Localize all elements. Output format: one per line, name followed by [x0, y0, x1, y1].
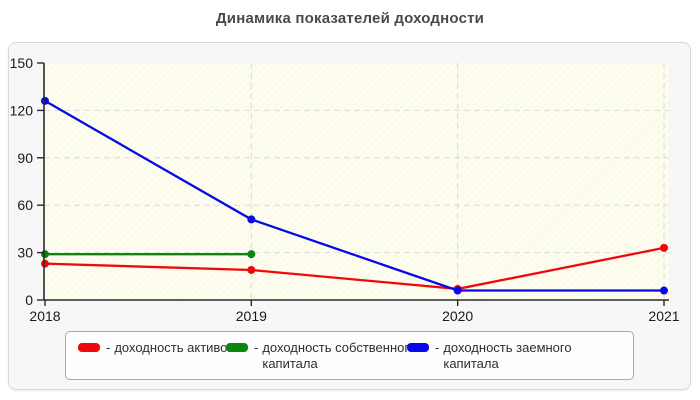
legend-label: доходность заемного капитала: [443, 340, 572, 372]
legend-separator: -: [106, 340, 111, 355]
legend-item-debt: - доходность заемного капитала: [407, 340, 593, 373]
svg-text:2018: 2018: [29, 308, 60, 324]
green-series-swatch-icon: [226, 343, 248, 352]
legend-item-assets: - доходность активов: [78, 340, 234, 356]
red-series-swatch-icon: [78, 343, 100, 352]
svg-text:30: 30: [17, 245, 33, 261]
svg-text:2021: 2021: [648, 308, 679, 324]
svg-text:2020: 2020: [442, 308, 473, 324]
svg-text:90: 90: [17, 150, 33, 166]
page-title: Динамика показателей доходности: [215, 10, 485, 27]
legend-label: доходность собственного капитала: [262, 340, 417, 372]
blue-series-swatch-icon: [407, 343, 429, 352]
legend-label: доходность активов: [114, 340, 235, 355]
svg-text:60: 60: [17, 197, 33, 213]
legend-separator: -: [435, 340, 440, 355]
chart-legend: - доходность активов - доходность собств…: [65, 331, 634, 380]
svg-text:0: 0: [25, 292, 33, 308]
svg-text:2019: 2019: [236, 308, 267, 324]
legend-item-equity: - доходность собственного капитала: [226, 340, 447, 373]
svg-text:120: 120: [10, 102, 34, 118]
line-chart-canvas: 0 30 60 90 120 150 2018 2019 2020 2021: [10, 55, 680, 324]
svg-text:150: 150: [10, 55, 34, 71]
legend-separator: -: [254, 340, 259, 355]
